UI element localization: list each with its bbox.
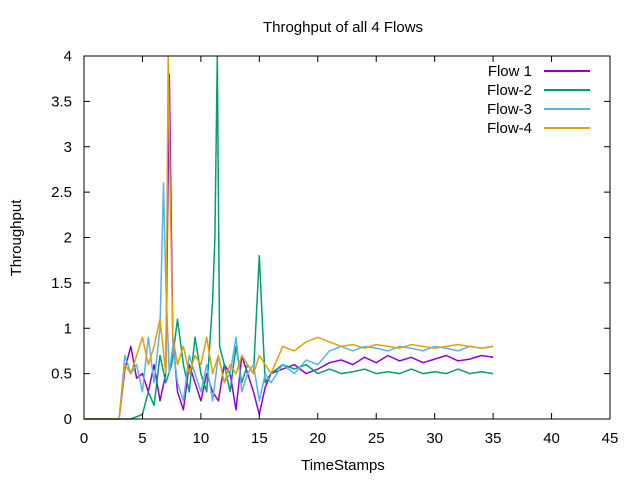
series-line-3 <box>84 182 494 420</box>
x-axis-ticks: 0 5 10 15 20 25 30 35 40 45 <box>80 56 619 447</box>
legend-label: Flow 1 <box>488 63 532 80</box>
x-tick-label: 45 <box>602 430 619 447</box>
y-tick-label: 3 <box>64 139 72 156</box>
legend-label: Flow-4 <box>487 120 532 137</box>
x-tick-label: 10 <box>193 430 210 447</box>
y-tick-label: 0 <box>64 411 72 428</box>
x-tick-label: 40 <box>543 430 560 447</box>
legend-label: Flow-3 <box>487 101 532 118</box>
x-tick-label: 15 <box>251 430 268 447</box>
y-tick-label: 3.5 <box>51 93 72 110</box>
legend: Flow 1 Flow-2 Flow-3 Flow-4 <box>487 63 590 137</box>
x-tick-label: 5 <box>138 430 146 447</box>
x-axis-label: TimeStamps <box>301 457 385 474</box>
y-tick-label: 0.5 <box>51 366 72 383</box>
chart-title: Throghput of all 4 Flows <box>263 19 423 36</box>
series-layer <box>84 55 494 420</box>
y-tick-label: 1 <box>64 320 72 337</box>
y-tick-label: 1.5 <box>51 275 72 292</box>
y-axis-label: Throughput <box>8 199 25 277</box>
y-tick-label: 2.5 <box>51 184 72 201</box>
series-line-4 <box>84 55 494 420</box>
legend-label: Flow-2 <box>487 82 532 99</box>
y-tick-label: 4 <box>64 48 72 65</box>
y-tick-label: 2 <box>64 230 72 247</box>
x-tick-label: 0 <box>80 430 88 447</box>
series-line-1 <box>84 73 494 420</box>
x-tick-label: 25 <box>368 430 385 447</box>
x-tick-label: 30 <box>426 430 443 447</box>
y-axis-ticks: 0 0.5 1 1.5 2 2.5 3 3.5 4 <box>51 48 610 428</box>
x-tick-label: 20 <box>309 430 326 447</box>
x-tick-label: 35 <box>485 430 502 447</box>
